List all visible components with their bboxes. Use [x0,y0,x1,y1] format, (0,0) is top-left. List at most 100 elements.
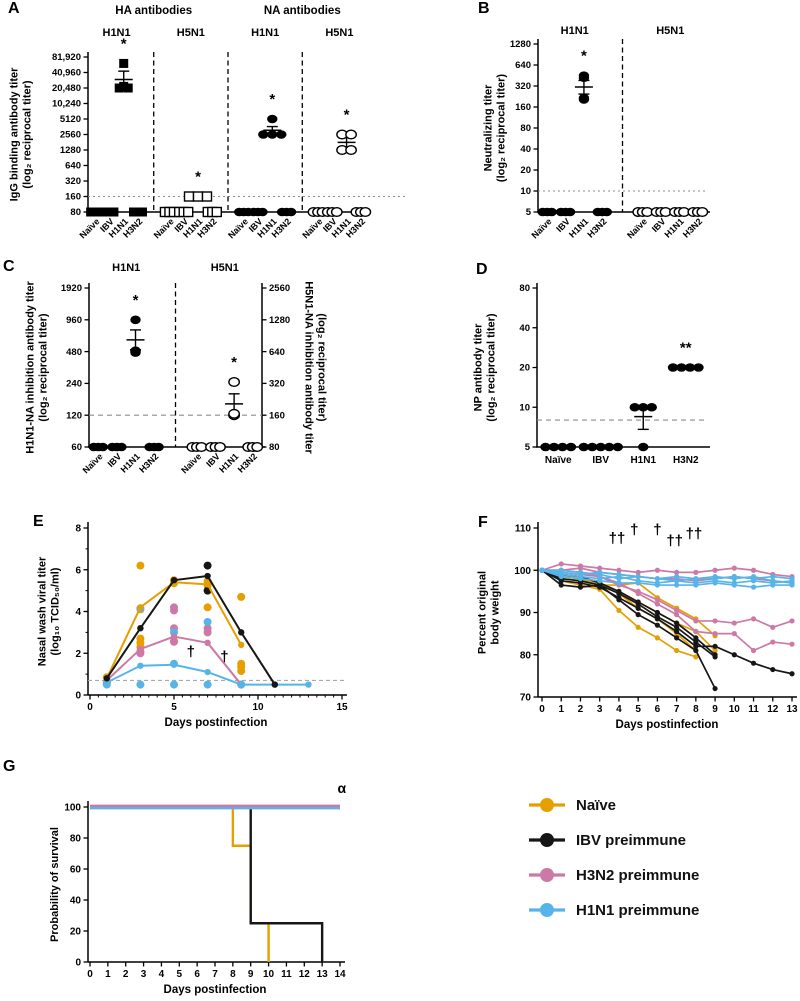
svg-text:Neutralizing titer: Neutralizing titer [483,84,495,172]
svg-text:1920: 1920 [61,283,82,294]
svg-text:H1N1: H1N1 [663,216,686,239]
legend-item-na-ve: Naïve [528,795,788,815]
svg-text:110: 110 [515,524,532,535]
svg-text:480: 480 [66,347,82,358]
svg-text:13: 13 [317,969,329,980]
svg-text:Percent original: Percent original [477,571,489,654]
svg-text:5: 5 [171,702,177,713]
svg-text:40: 40 [70,896,82,907]
svg-text:10,240: 10,240 [52,99,81,110]
svg-text:6: 6 [655,704,661,715]
svg-text:Days postinfection: Days postinfection [616,719,719,731]
svg-text:Naïve: Naïve [179,451,203,475]
svg-text:5: 5 [525,442,531,453]
svg-text:9: 9 [712,704,718,715]
svg-text:H5N1-NA inhibition antibody ti: H5N1-NA inhibition antibody titer [303,281,315,454]
panel-e: E 0 2 4 6 8 0 5 10 15 Days postinfection Nasal was… [0,505,430,755]
svg-text:HA antibodies: HA antibodies [115,5,192,17]
svg-text:1280: 1280 [269,315,290,326]
svg-text:IgG binding antibody titer: IgG binding antibody titer [9,67,21,202]
svg-text:5: 5 [177,969,183,980]
svg-text:60: 60 [70,865,82,876]
svg-text:640: 640 [515,60,531,71]
svg-text:Naïve: Naïve [152,216,176,240]
svg-text:100: 100 [514,566,531,577]
svg-text:12: 12 [767,704,779,715]
svg-text:H1N1: H1N1 [251,27,279,39]
svg-text:Days postinfection: Days postinfection [165,717,268,729]
svg-text:NP antibody titer: NP antibody titer [473,323,485,412]
svg-text:0: 0 [87,702,93,713]
svg-text:240: 240 [66,379,82,390]
svg-text:H5N1: H5N1 [177,27,205,39]
svg-text:2: 2 [123,969,129,980]
panel-f: F 70 80 90 100 110 0 1 2 3 4 5 6 7 8 9 10 11 12 13 Days pos… [430,505,800,755]
svg-text:IBV: IBV [592,455,609,466]
svg-text:40: 40 [520,144,531,155]
panel-g-label: G [3,758,16,775]
svg-text:*: * [195,169,201,186]
svg-text:*: * [581,48,587,65]
svg-text:H1N1: H1N1 [217,451,240,474]
legend-marker-icon [529,798,565,812]
svg-text:††: †† [686,526,703,543]
svg-text:10: 10 [729,704,741,715]
svg-text:60: 60 [71,442,82,453]
svg-text:70: 70 [520,693,532,704]
svg-text:H5N1: H5N1 [656,25,684,37]
panel-b-label: B [478,0,490,17]
legend: Naïve IBV preimmune H3N2 preimmune H1N1 pre… [528,795,788,935]
svg-text:Naïve: Naïve [530,216,554,240]
svg-text:5: 5 [526,207,532,218]
svg-text:320: 320 [269,379,285,390]
svg-text:††: †† [666,533,683,550]
legend-label: H3N2 preimmune [576,866,700,884]
panel-c: C 60 120 240 480 960 1920 80 160 320 640 1280 2560 H… [0,255,400,505]
svg-text:†: † [220,649,228,666]
legend-item-ibv-preimmune: IBV preimmune [528,830,788,850]
legend-label: Naïve [576,796,617,814]
svg-text:160: 160 [515,102,531,113]
panel-d-chart: 5 10 20 40 80 ** Naïve IBV H1N1 H3N2 NP antibody t… [473,283,710,466]
svg-text:Days postinfection: Days postinfection [164,984,267,996]
panel-g: G 0 20 40 60 80 100 0 1 2 3 4 5 6 7 8 9 10 11 12 13 14 Days p… [0,755,460,1001]
legend-marker-icon [529,833,565,847]
panel-b: B 5 10 20 40 80 160 320 640 1280 H1N1 H5N1 * Naïve IB… [470,0,800,255]
legend-marker-icon [529,903,565,917]
svg-text:H1N1: H1N1 [103,27,131,39]
svg-text:40: 40 [519,323,530,334]
svg-text:H3N2: H3N2 [137,451,160,474]
svg-text:13: 13 [786,704,798,715]
svg-text:5120: 5120 [60,114,81,125]
svg-text:††: †† [609,530,626,547]
svg-text:81,920: 81,920 [52,52,81,63]
svg-text:Naïve: Naïve [81,451,105,475]
svg-text:body weight: body weight [490,580,502,645]
svg-text:0: 0 [87,969,93,980]
svg-text:640: 640 [269,347,285,358]
svg-text:320: 320 [515,81,531,92]
svg-text:H3N2: H3N2 [585,216,608,239]
svg-text:†: † [653,521,661,538]
svg-text:†: † [630,521,638,538]
panel-f-label: F [478,514,488,531]
svg-text:H1N1: H1N1 [561,25,589,37]
svg-text:3: 3 [597,704,603,715]
svg-text:*: * [344,107,350,124]
svg-text:Naïve: Naïve [77,216,101,240]
svg-text:1280: 1280 [510,39,531,50]
svg-text:160: 160 [269,410,285,421]
svg-text:5: 5 [635,704,641,715]
svg-text:H5N1: H5N1 [211,262,239,274]
svg-text:20,480: 20,480 [52,83,81,94]
svg-text:90: 90 [520,608,532,619]
svg-text:80: 80 [70,207,81,218]
svg-text:6: 6 [194,969,200,980]
svg-text:9: 9 [248,969,254,980]
svg-text:80: 80 [519,283,530,294]
panel-d-label: D [476,261,488,278]
panel-e-label: E [33,513,44,530]
svg-text:(log₂ reciprocal titer): (log₂ reciprocal titer) [486,313,498,422]
